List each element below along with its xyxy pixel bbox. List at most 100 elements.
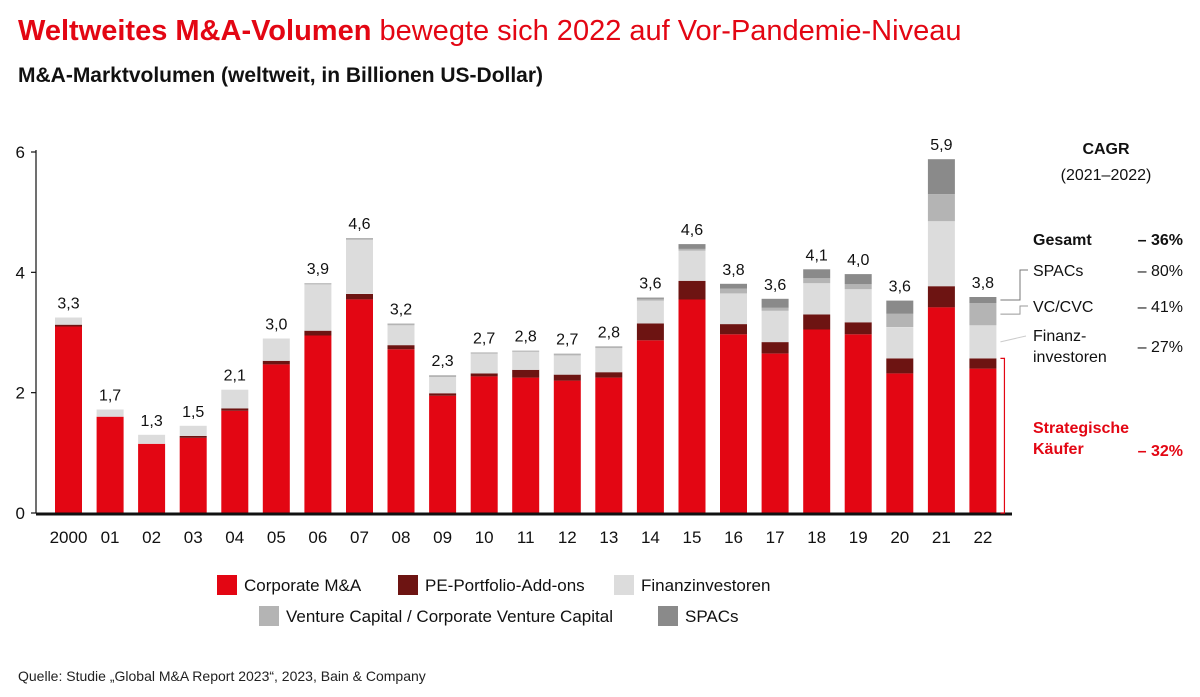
strategic-label: Käufer (1033, 441, 1084, 458)
bar-segment (429, 395, 457, 513)
legend-label: Corporate M&A (244, 576, 362, 595)
bar-segment (512, 351, 540, 370)
bar-segment (969, 303, 997, 326)
bar-segment (512, 350, 540, 352)
bar-segment (844, 284, 872, 290)
bar-segment (844, 322, 872, 335)
bar-segment (678, 244, 706, 249)
bar-segment (387, 325, 415, 346)
cagr-row-value: – 41% (1138, 299, 1183, 316)
bar-segment (221, 410, 249, 513)
bar-segment (844, 334, 872, 513)
chart-subtitle: M&A-Marktvolumen (weltweit, in Billionen… (18, 64, 544, 87)
connector-vc (1000, 305, 1028, 315)
bar-segment (304, 284, 332, 331)
x-tick-label: 11 (517, 528, 535, 547)
x-tick-label: 05 (267, 528, 286, 547)
total-label: 5,9 (930, 137, 952, 154)
connector-spacs (1000, 269, 1028, 301)
bar-segment (636, 298, 664, 301)
bar-segment (636, 340, 664, 513)
bar-segment (927, 307, 955, 513)
x-tick-label: 21 (932, 528, 951, 547)
total-label: 4,6 (348, 216, 370, 233)
bar-segment (387, 345, 415, 350)
x-tick-label: 2000 (50, 528, 88, 547)
bar-segment (720, 283, 747, 289)
bar-segment (429, 377, 457, 394)
bar-segment (636, 323, 664, 341)
bar-segment (803, 314, 831, 330)
bar-segment (304, 283, 332, 285)
bar-segment (387, 349, 415, 513)
total-label: 3,3 (57, 295, 79, 312)
total-label: 3,9 (307, 261, 329, 278)
total-label: 3,0 (265, 317, 287, 334)
bar-segment (595, 346, 623, 349)
bar-segment (636, 297, 664, 299)
page-title: Weltweites M&A-Volumen bewegte sich 2022… (18, 14, 961, 48)
strategic-value: – 32% (1138, 443, 1183, 460)
bar-segment (553, 374, 581, 381)
total-label: 2,7 (473, 330, 495, 347)
bar-segment (844, 289, 872, 323)
bar-segment (927, 286, 955, 308)
bar-segment (470, 353, 498, 374)
bar-segment (678, 248, 706, 251)
bar-segment (96, 416, 124, 513)
bar-segment (429, 375, 457, 377)
title-rest: bewegte sich 2022 auf Vor-Pandemie-Nivea… (379, 15, 962, 47)
bar-segment (886, 313, 914, 327)
x-tick-label: 02 (142, 528, 161, 547)
total-label: 3,6 (639, 276, 661, 293)
bar-segment (179, 436, 207, 438)
total-label: 3,2 (390, 301, 412, 318)
bar-segment (346, 299, 373, 513)
x-tick-label: 04 (225, 528, 244, 547)
x-tick-label: 12 (558, 528, 577, 547)
title-bold: Weltweites M&A-Volumen (18, 15, 372, 47)
connector-finanz (1000, 335, 1027, 343)
x-tick-label: 18 (807, 528, 826, 547)
x-tick-label: 22 (973, 528, 992, 547)
bar-segment (470, 376, 498, 513)
bar-segment (553, 353, 581, 356)
cagr-row-value: – 27% (1138, 339, 1183, 356)
bar-segment (803, 283, 831, 315)
bar-segment (720, 293, 747, 325)
bar-segment (55, 317, 82, 325)
bar-segment (720, 288, 747, 294)
bar-segment (346, 294, 373, 300)
bar-segment (595, 377, 623, 513)
legend-label: SPACs (685, 607, 739, 626)
bar-segment (346, 239, 373, 294)
cagr-row-label: SPACs (1033, 263, 1083, 280)
y-tick-label: 6 (16, 143, 25, 162)
bar-segment (886, 358, 914, 374)
bar-segment (761, 298, 789, 308)
bar-segment (96, 409, 124, 417)
x-tick-label: 07 (350, 528, 369, 547)
total-label: 2,1 (224, 368, 246, 385)
x-tick-label: 03 (184, 528, 203, 547)
legend-swatch (658, 606, 678, 626)
cagr-row-label: investoren (1033, 349, 1107, 366)
total-label: 1,7 (99, 388, 121, 405)
bar-segment (512, 369, 540, 378)
bar-segment (138, 434, 166, 444)
bar-segment (761, 310, 789, 343)
strategic-label: Strategische (1033, 420, 1129, 437)
bar-segment (429, 393, 457, 396)
bar-segment (553, 355, 581, 375)
bar-segment (969, 368, 997, 513)
y-tick-label: 0 (16, 504, 25, 523)
total-label: 2,3 (431, 353, 453, 370)
bar-segment (55, 326, 82, 513)
x-tick-label: 09 (433, 528, 452, 547)
bar-segment (886, 327, 914, 359)
total-label: 4,6 (681, 222, 703, 239)
bar-segment (304, 330, 332, 336)
bar-segment (844, 274, 872, 285)
bar-segment (678, 250, 706, 281)
